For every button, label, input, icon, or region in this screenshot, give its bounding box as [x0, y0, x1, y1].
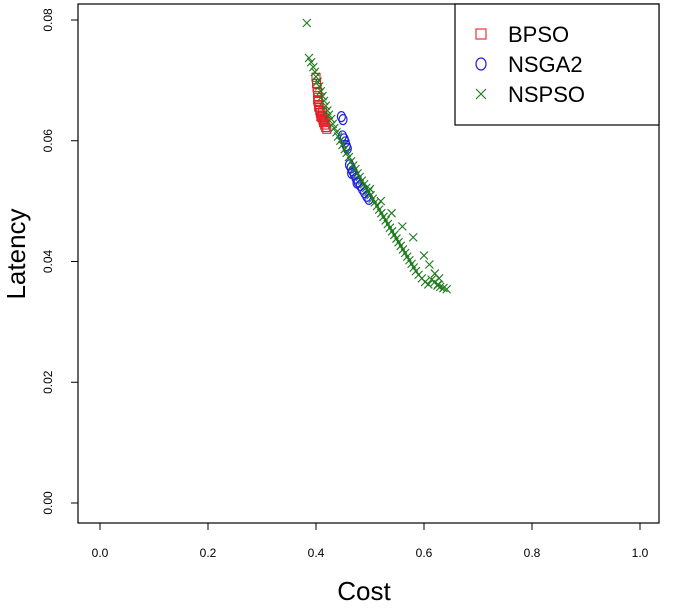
legend-marker-bpso [475, 28, 487, 40]
point-nspso [387, 208, 396, 218]
point-nspso [321, 101, 331, 111]
y-tick-label: 0.08 [41, 8, 55, 32]
point-nspso [423, 280, 433, 289]
x-tick-label: 0.4 [308, 546, 325, 560]
y-tick-label: 0.00 [41, 491, 55, 515]
point-nspso [316, 86, 326, 96]
point-nspso [433, 281, 442, 291]
point-nspso [435, 282, 445, 292]
point-nspso [442, 284, 452, 294]
point-nsga2 [352, 177, 362, 189]
x-tick-label: 0.8 [524, 546, 541, 560]
data-points [302, 18, 452, 294]
point-nspso [329, 123, 339, 133]
point-nspso [311, 72, 321, 82]
point-nspso [314, 82, 324, 91]
point-nspso [318, 91, 327, 101]
point-nspso [419, 251, 429, 260]
point-nspso [324, 110, 334, 120]
x-axis-title: Cost [337, 576, 391, 606]
point-nspso [344, 152, 354, 162]
point-nspso [333, 132, 343, 141]
y-tick-label: 0.04 [41, 249, 55, 273]
point-nspso [302, 18, 312, 28]
y-tick-label: 0.06 [41, 129, 55, 153]
point-nspso [346, 156, 356, 166]
x-axis: 0.0 0.2 0.4 0.6 0.8 1.0 [92, 522, 649, 560]
point-nspso [319, 96, 329, 106]
x-tick-label: 1.0 [632, 546, 649, 560]
point-bpso [313, 95, 323, 105]
x-tick-label: 0.2 [200, 546, 217, 560]
point-nspso [351, 164, 360, 174]
legend-label-nspso: NSPSO [508, 82, 585, 107]
point-nsga2 [336, 110, 346, 123]
series-nspso [302, 18, 452, 294]
legend-marker-nsga2 [475, 57, 487, 71]
point-bpso [314, 102, 324, 112]
point-nspso [434, 274, 444, 283]
point-nsga2 [338, 114, 348, 126]
y-tick-label: 0.02 [41, 370, 55, 394]
point-nspso [313, 77, 323, 86]
x-tick-label: 0.0 [92, 546, 109, 560]
point-nspso [308, 62, 318, 72]
point-nspso [376, 196, 386, 206]
point-nspso [425, 260, 434, 269]
point-nspso [335, 136, 345, 146]
y-axis-title: Latency [1, 208, 31, 299]
point-nspso [439, 283, 448, 293]
point-nspso [304, 53, 314, 63]
point-bpso [319, 114, 329, 124]
point-nspso [365, 184, 375, 194]
legend-label-bpso: BPSO [508, 22, 569, 47]
point-nspso [408, 232, 418, 242]
point-nspso [338, 140, 347, 150]
point-nspso [411, 266, 421, 276]
point-nspso [342, 148, 352, 158]
point-nspso [326, 114, 336, 124]
point-nspso [306, 57, 316, 67]
point-nspso [398, 222, 407, 231]
legend-items: BPSO NSGA2 NSPSO [475, 22, 585, 107]
y-axis: 0.00 0.02 0.04 0.06 0.08 [41, 8, 79, 515]
legend-box [454, 3, 660, 126]
legend-label-nsga2: NSGA2 [508, 52, 583, 77]
x-tick-label: 0.6 [416, 546, 433, 560]
legend-marker-nspso [475, 88, 487, 100]
legend: BPSO NSGA2 NSPSO [454, 3, 660, 126]
